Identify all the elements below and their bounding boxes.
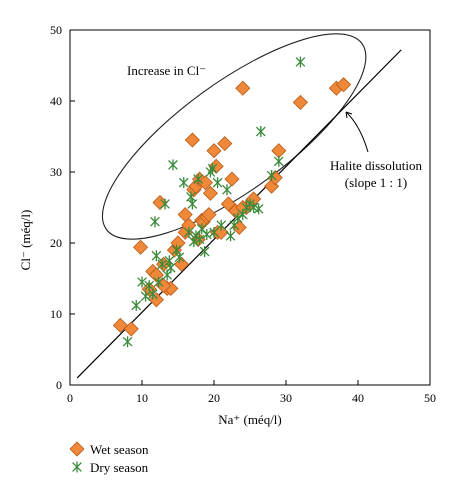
legend-label-wet: Wet season bbox=[90, 442, 149, 457]
legend-marker-symbol bbox=[72, 461, 82, 473]
y-tick-label: 30 bbox=[50, 165, 62, 179]
data-point bbox=[207, 162, 218, 174]
data-point bbox=[235, 80, 251, 96]
legend: Wet season Dry season bbox=[69, 441, 149, 475]
label-pointer-head bbox=[345, 111, 353, 119]
data-point bbox=[148, 267, 164, 283]
data-point bbox=[271, 143, 287, 159]
data-point bbox=[150, 216, 160, 228]
axes: 0 10 20 30 40 50 0 10 20 30 40 50 bbox=[50, 23, 436, 405]
data-point bbox=[174, 251, 185, 263]
data-point bbox=[295, 56, 306, 68]
data-point bbox=[122, 336, 133, 348]
x-tick-label: 50 bbox=[424, 391, 436, 405]
data-point bbox=[140, 290, 151, 302]
data-point bbox=[336, 77, 352, 93]
data-point bbox=[201, 207, 217, 223]
x-axis-title: Na⁺ (méq/l) bbox=[218, 412, 282, 427]
data-point bbox=[217, 136, 233, 152]
data-point bbox=[188, 236, 199, 248]
series-dry bbox=[122, 56, 306, 348]
x-tick-label: 10 bbox=[136, 391, 148, 405]
data-point bbox=[178, 177, 189, 189]
series-wet bbox=[112, 77, 352, 337]
x-tick-label: 0 bbox=[67, 391, 73, 405]
data-point bbox=[184, 132, 200, 148]
data-point bbox=[206, 143, 222, 159]
data-point bbox=[201, 228, 212, 240]
x-tick-label: 30 bbox=[280, 391, 292, 405]
legend-marker-wet bbox=[69, 441, 85, 457]
data-point bbox=[202, 185, 218, 201]
data-marks bbox=[112, 56, 352, 348]
reference-line-label: Halite dissolution bbox=[330, 158, 423, 173]
data-point bbox=[164, 255, 175, 267]
data-point bbox=[212, 177, 223, 189]
data-point bbox=[168, 159, 178, 171]
data-point bbox=[225, 230, 236, 242]
y-tick-label: 50 bbox=[50, 23, 62, 37]
increase-ellipse bbox=[101, 33, 367, 240]
data-point bbox=[131, 299, 142, 311]
y-tick-label: 20 bbox=[50, 236, 62, 250]
data-point bbox=[123, 321, 139, 337]
data-point bbox=[273, 155, 284, 167]
legend-label-dry: Dry season bbox=[90, 460, 149, 475]
increase-annotation: Increase in Cl⁻ bbox=[127, 63, 206, 78]
data-point bbox=[255, 126, 266, 138]
data-point bbox=[170, 235, 186, 251]
y-axis-title: Cl⁻ (méq/l) bbox=[18, 210, 33, 271]
data-point bbox=[137, 276, 147, 288]
data-point bbox=[147, 288, 158, 300]
legend-marker-dry bbox=[72, 461, 82, 473]
label-pointer bbox=[345, 111, 369, 153]
data-point bbox=[194, 233, 205, 245]
data-point bbox=[132, 239, 149, 255]
data-point bbox=[292, 94, 308, 110]
data-point bbox=[153, 276, 164, 288]
data-point bbox=[199, 246, 210, 258]
data-point bbox=[224, 171, 240, 187]
x-tick-label: 40 bbox=[352, 391, 364, 405]
data-point bbox=[232, 212, 243, 224]
data-point bbox=[160, 198, 170, 210]
y-tick-label: 10 bbox=[50, 307, 62, 321]
y-tick-label: 40 bbox=[50, 94, 62, 108]
plot-frame bbox=[69, 29, 431, 386]
data-point bbox=[151, 250, 162, 262]
data-point bbox=[197, 175, 213, 191]
y-tick-label: 0 bbox=[56, 378, 62, 392]
data-point bbox=[183, 226, 194, 238]
data-point bbox=[186, 191, 196, 203]
data-point bbox=[253, 203, 264, 215]
data-point bbox=[222, 184, 232, 196]
reference-line-sublabel: (slope 1 : 1) bbox=[345, 175, 407, 190]
data-point bbox=[165, 262, 176, 274]
data-point bbox=[187, 198, 198, 210]
data-point bbox=[157, 258, 168, 270]
x-tick-label: 20 bbox=[208, 391, 220, 405]
data-point bbox=[144, 280, 155, 292]
data-point bbox=[174, 256, 190, 272]
data-point bbox=[266, 170, 277, 182]
data-point bbox=[216, 219, 227, 231]
data-point bbox=[193, 173, 204, 185]
legend-marker-symbol bbox=[69, 441, 85, 457]
